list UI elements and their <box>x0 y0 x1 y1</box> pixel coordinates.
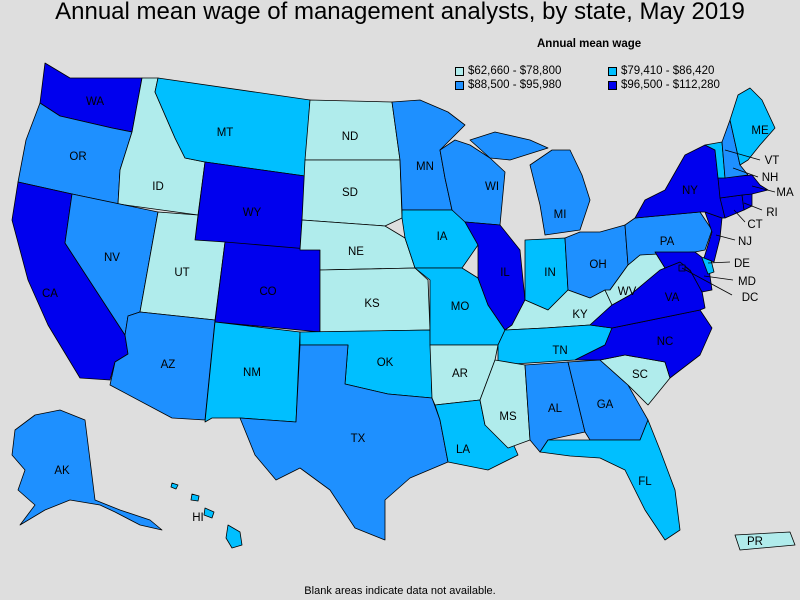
label-id: ID <box>152 181 164 193</box>
legend-title: Annual mean wage <box>537 38 642 50</box>
legend-label: $62,660 - $78,800 <box>468 65 562 77</box>
label-ma: MA <box>776 187 794 199</box>
legend-label: $79,410 - $86,420 <box>621 65 715 77</box>
label-pa: PA <box>660 236 675 248</box>
label-vt: VT <box>765 155 780 167</box>
legend-item-bin-3: $88,500 - $95,980 <box>455 79 561 91</box>
label-ak: AK <box>54 465 70 477</box>
label-sd: SD <box>342 187 358 199</box>
label-ia: IA <box>437 231 448 243</box>
label-nm: NM <box>243 367 261 379</box>
state-ny[interactable] <box>634 144 726 219</box>
state-wy[interactable] <box>194 161 306 251</box>
label-ks: KS <box>364 298 380 310</box>
legend-swatch <box>608 66 617 76</box>
label-ne: NE <box>348 246 364 258</box>
label-ca: CA <box>42 288 58 300</box>
label-hi: HI <box>192 512 204 524</box>
label-me: ME <box>751 125 769 137</box>
label-wa: WA <box>86 96 104 108</box>
legend-label: $88,500 - $95,980 <box>468 79 562 91</box>
state-md[interactable] <box>654 251 713 293</box>
map-title: Annual mean wage of management analysts,… <box>55 0 745 25</box>
legend-swatch <box>455 80 464 90</box>
label-mi: MI <box>554 209 567 221</box>
label-ri: RI <box>766 207 778 219</box>
label-mt: MT <box>217 127 234 139</box>
legend-item-bin-1: $62,660 - $78,800 <box>455 65 561 77</box>
legend-swatch <box>608 80 617 90</box>
label-in: IN <box>544 267 556 279</box>
state-vt[interactable] <box>704 141 726 179</box>
legend-label: $96,500 - $112,280 <box>621 79 720 91</box>
label-wi: WI <box>485 181 499 193</box>
state-ri[interactable] <box>741 193 753 211</box>
label-nc: NC <box>657 336 674 348</box>
label-mo: MO <box>451 301 470 313</box>
label-ut: UT <box>174 267 189 279</box>
state-nc[interactable] <box>574 309 713 379</box>
state-me[interactable] <box>729 87 776 166</box>
label-dc: DC <box>742 292 759 304</box>
state-sd[interactable] <box>301 159 403 227</box>
state-ma[interactable] <box>717 174 769 199</box>
label-wv: WV <box>618 286 637 298</box>
label-ms: MS <box>499 411 517 423</box>
state-fl[interactable] <box>539 419 681 541</box>
label-ar: AR <box>452 368 468 380</box>
state-hi[interactable] <box>170 482 243 549</box>
label-pr: PR <box>747 536 763 548</box>
legend-swatch <box>455 66 464 76</box>
label-tn: TN <box>552 345 567 357</box>
label-la: LA <box>456 444 470 456</box>
state-wi[interactable] <box>439 139 506 226</box>
label-nj: NJ <box>738 236 752 248</box>
label-ky: KY <box>572 309 588 321</box>
label-fl: FL <box>638 476 652 488</box>
footnote: Blank areas indicate data not available. <box>304 585 496 597</box>
label-ok: OK <box>377 357 394 369</box>
label-wy: WY <box>243 207 262 219</box>
legend-item-bin-2: $79,410 - $86,420 <box>608 65 714 77</box>
label-nh: NH <box>762 172 779 184</box>
label-nd: ND <box>342 131 359 143</box>
label-ny: NY <box>682 185 698 197</box>
label-mn: MN <box>416 161 434 173</box>
state-ak[interactable] <box>11 409 163 531</box>
label-va: VA <box>665 292 680 304</box>
label-ct: CT <box>747 219 762 231</box>
label-nv: NV <box>104 252 120 264</box>
label-md: MD <box>738 276 756 288</box>
label-ga: GA <box>597 399 614 411</box>
label-de: DE <box>734 258 750 270</box>
state-tx[interactable] <box>239 344 449 541</box>
state-ks[interactable] <box>319 267 431 333</box>
label-tx: TX <box>351 433 366 445</box>
label-az: AZ <box>161 359 176 371</box>
label-or: OR <box>69 151 86 163</box>
label-oh: OH <box>589 259 606 271</box>
state-nh[interactable] <box>721 119 749 179</box>
state-mi[interactable] <box>469 131 591 236</box>
label-al: AL <box>548 403 563 415</box>
legend-item-bin-4: $96,500 - $112,280 <box>608 79 720 91</box>
state-pr[interactable] <box>734 531 796 551</box>
label-co: CO <box>259 286 276 298</box>
label-il: IL <box>500 267 510 279</box>
label-sc: SC <box>632 369 648 381</box>
state-nd[interactable] <box>304 99 401 161</box>
